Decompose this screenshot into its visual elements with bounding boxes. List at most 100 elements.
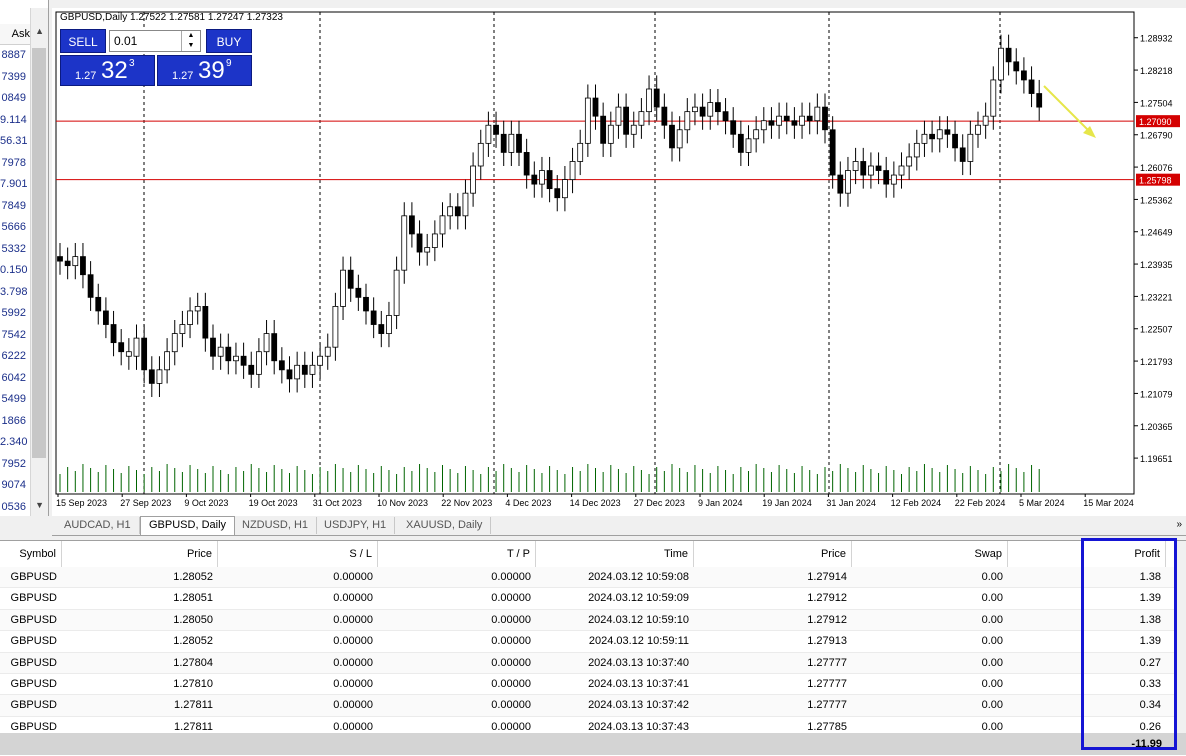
market-watch-price[interactable]: 7952 (1, 457, 26, 470)
more-tabs-icon[interactable]: » (1176, 519, 1182, 530)
market-watch-price[interactable]: 5666 (1, 221, 26, 233)
bear-candle (271, 333, 278, 362)
market-watch-list: 8887 7399 0849 9.114 56.31 7978 7.901 7849 5666 5… (0, 45, 30, 516)
cell-price: 1.28052 (173, 635, 213, 648)
market-watch-price[interactable]: 6042 (1, 371, 26, 384)
market-watch-price[interactable]: 0849 (1, 92, 26, 104)
lot-stepper[interactable]: ▲ ▼ (181, 31, 200, 51)
cell-sl: 0.00000 (333, 699, 373, 712)
buy-quote[interactable]: 1.27 39 9 (157, 55, 252, 86)
table-row[interactable]: GBPUSD 1.27804 0.00000 0.00000 2024.03.13 10… (0, 652, 1186, 674)
buy-button[interactable]: BUY (206, 29, 252, 53)
table-row[interactable]: GBPUSD 1.27810 0.00000 0.00000 2024.03.13 10… (0, 674, 1186, 696)
market-watch-price[interactable]: 56.31 (0, 135, 28, 147)
market-watch-scrollbar[interactable]: ▲ ▼ (30, 8, 48, 516)
sell-quote-pips: 32 (101, 57, 128, 84)
lot-size-input[interactable]: 0.01 ▲ ▼ (109, 30, 201, 52)
table-row[interactable]: GBPUSD 1.27811 0.00000 0.00000 2024.03.13 10… (0, 695, 1186, 717)
header-symbol[interactable]: Symbol (0, 541, 62, 567)
bull-candle (707, 102, 714, 117)
market-watch-price[interactable]: 7399 (1, 70, 26, 83)
bull-candle (539, 170, 545, 185)
market-watch-price[interactable]: 5499 (1, 393, 26, 405)
ask-column-header[interactable]: Ask (0, 24, 30, 45)
cell-profit: 1.39 (1139, 635, 1161, 648)
table-row[interactable]: GBPUSD 1.28052 0.00000 0.00000 2024.03.12 10… (0, 567, 1186, 589)
date-label: 10 Nov 2023 (377, 498, 428, 508)
chart-window[interactable]: 1.28932 1.28218 1.27504 1.26790 1.26076 1.253… (52, 8, 1186, 516)
market-watch-price[interactable]: 0.150 (0, 264, 28, 276)
header-tp[interactable]: T / P (378, 541, 536, 567)
cell-time: 2024.03.13 10:37:43 (588, 720, 689, 733)
header-sl[interactable]: S / L (218, 541, 378, 567)
tab-nzdusd-h1[interactable]: NZDUSD, H1 (234, 517, 318, 534)
spin-down-icon[interactable]: ▼ (187, 42, 195, 49)
bear-candle (661, 106, 668, 126)
buy-quote-prefix: 1.27 (172, 70, 194, 82)
date-label: 12 Feb 2024 (891, 498, 942, 508)
market-watch-price[interactable]: 1866 (1, 414, 26, 427)
orders-table: Symbol Price S / L T / P Time Price Swap… (0, 540, 1186, 756)
date-label: 15 Sep 2023 (56, 498, 107, 508)
market-watch-price[interactable]: 2.340 (0, 436, 28, 448)
price-chart[interactable]: 1.28932 1.28218 1.27504 1.26790 1.26076 1.253… (52, 8, 1186, 516)
bull-candle (577, 142, 584, 162)
market-watch-price[interactable]: 8887 (1, 49, 26, 61)
tab-audcad-h1[interactable]: AUDCAD, H1 (56, 517, 140, 534)
bear-candle (554, 188, 561, 199)
spin-up-icon[interactable]: ▲ (187, 32, 195, 39)
market-watch-price[interactable]: 5332 (1, 242, 26, 255)
tab-gbpusd-daily[interactable]: GBPUSD, Daily (140, 516, 236, 535)
scrollbar-thumb[interactable] (32, 48, 46, 458)
bear-candle (408, 215, 415, 235)
market-watch-price[interactable]: 5992 (1, 307, 26, 319)
bear-candle (248, 364, 255, 375)
trend-arrow-line (1043, 85, 1093, 135)
header-profit[interactable]: Profit (1008, 541, 1166, 567)
level-label: 1.25798 (1139, 176, 1172, 186)
market-watch-price[interactable]: 7.901 (0, 178, 28, 190)
orders-scrollbar[interactable] (1174, 541, 1186, 733)
header-swap[interactable]: Swap (852, 541, 1008, 567)
bull-candle (967, 133, 974, 162)
market-watch-price[interactable]: 7849 (1, 199, 26, 212)
bear-candle (952, 133, 958, 149)
market-watch-price[interactable]: 9074 (1, 479, 26, 491)
tab-usdjpy-h1[interactable]: USDJPY, H1 (316, 517, 396, 534)
bear-candle (103, 310, 109, 325)
cell-sl: 0.00000 (333, 677, 373, 690)
header-current-price[interactable]: Price (694, 541, 852, 567)
scroll-up-icon[interactable]: ▲ (35, 26, 44, 36)
market-watch-price[interactable]: 6222 (1, 350, 26, 362)
cell-time: 2024.03.12 10:59:11 (588, 635, 689, 648)
market-watch-price[interactable]: 3.798 (0, 285, 28, 298)
sell-button[interactable]: SELL (60, 29, 106, 53)
cell-price2: 1.27777 (807, 699, 847, 712)
table-row[interactable]: GBPUSD 1.28051 0.00000 0.00000 2024.03.12 10… (0, 588, 1186, 610)
market-watch-price[interactable]: 7978 (1, 156, 26, 169)
price-label: 1.23221 (1140, 292, 1173, 302)
bull-candle (255, 351, 262, 375)
table-row[interactable]: GBPUSD 1.28050 0.00000 0.00000 2024.03.12 10… (0, 609, 1186, 632)
cell-swap: 0.00 (981, 720, 1003, 733)
sell-quote[interactable]: 1.27 32 3 (60, 55, 155, 86)
bear-candle (944, 129, 951, 135)
market-watch-price[interactable]: 9.114 (0, 113, 27, 126)
bull-candle (998, 47, 1004, 81)
header-time[interactable]: Time (536, 541, 694, 567)
bear-candle (837, 174, 844, 194)
tab-xauusd-daily[interactable]: XAUUSD, Daily (398, 517, 492, 534)
level-label: 1.27090 (1139, 117, 1172, 127)
bear-candle (278, 360, 285, 371)
bull-candle (921, 133, 928, 144)
bear-candle (500, 133, 507, 153)
bear-candle (416, 233, 423, 253)
table-row[interactable]: GBPUSD 1.28052 0.00000 0.00000 2024.03.12 10… (0, 631, 1186, 653)
bull-candle (776, 115, 782, 126)
bear-candle (202, 306, 209, 339)
scroll-down-icon[interactable]: ▼ (35, 500, 44, 510)
market-watch-price[interactable]: 0536 (1, 500, 26, 513)
header-price[interactable]: Price (62, 541, 218, 567)
market-watch-price[interactable]: 7542 (1, 328, 26, 341)
cell-symbol: GBPUSD (10, 699, 57, 712)
